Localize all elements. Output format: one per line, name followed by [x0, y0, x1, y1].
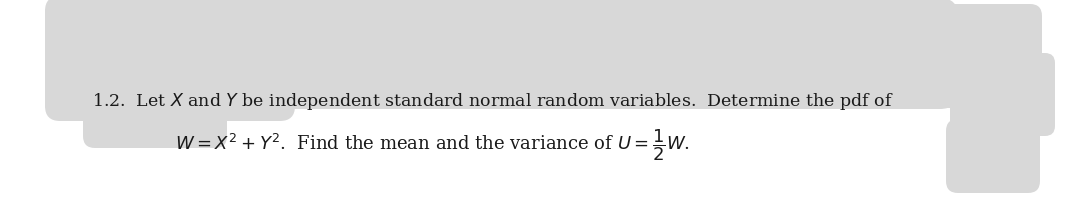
FancyBboxPatch shape	[900, 54, 1055, 109]
FancyBboxPatch shape	[82, 0, 958, 109]
Text: 1.2.  Let $X$ and $Y$ be independent standard normal random variables.  Determin: 1.2. Let $X$ and $Y$ be independent stan…	[92, 90, 894, 111]
FancyBboxPatch shape	[918, 5, 1042, 89]
FancyBboxPatch shape	[83, 70, 227, 148]
FancyBboxPatch shape	[946, 119, 1040, 193]
FancyBboxPatch shape	[45, 0, 295, 121]
Text: $W = X^2 + Y^2$.  Find the mean and the variance of $U = \dfrac{1}{2}W$.: $W = X^2 + Y^2$. Find the mean and the v…	[175, 126, 690, 162]
FancyBboxPatch shape	[951, 87, 1055, 136]
